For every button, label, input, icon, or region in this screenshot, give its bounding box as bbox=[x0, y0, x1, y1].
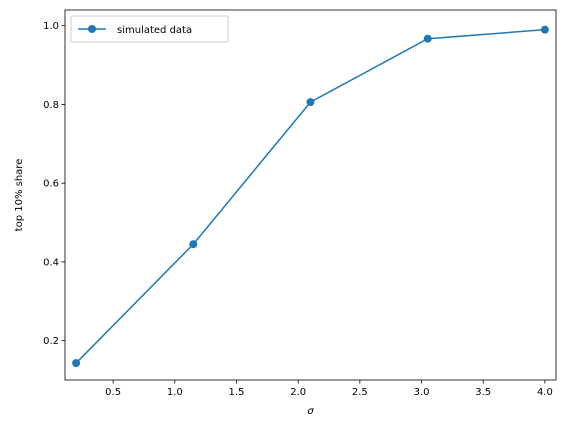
x-axis: 0.5 1.0 1.5 2.0 2.5 3.0 3.5 4.0 bbox=[105, 380, 553, 398]
data-point bbox=[423, 34, 432, 43]
y-tick-label: 0.6 bbox=[43, 179, 59, 190]
y-tick-label: 1.0 bbox=[43, 21, 59, 32]
x-axis-label: σ bbox=[307, 406, 314, 417]
x-tick-label: 3.0 bbox=[414, 387, 430, 398]
plot-content bbox=[72, 25, 549, 368]
y-axis: 0.2 0.4 0.6 0.8 1.0 bbox=[43, 21, 65, 347]
x-tick-label: 1.5 bbox=[229, 387, 245, 398]
y-tick-label: 0.4 bbox=[43, 257, 59, 268]
x-tick-label: 2.5 bbox=[352, 387, 368, 398]
legend-box bbox=[70, 15, 229, 43]
data-point bbox=[540, 25, 549, 34]
x-tick-label: 3.5 bbox=[475, 387, 491, 398]
x-tick-label: 1.0 bbox=[167, 387, 183, 398]
data-point bbox=[72, 359, 81, 368]
data-point bbox=[189, 240, 198, 249]
x-tick-label: 4.0 bbox=[537, 387, 553, 398]
y-tick-label: 0.8 bbox=[43, 100, 59, 111]
legend-label: simulated data bbox=[117, 25, 192, 36]
data-point bbox=[306, 98, 315, 107]
x-tick-label: 2.0 bbox=[290, 387, 306, 398]
series-line bbox=[75, 28, 545, 364]
y-tick-label: 0.2 bbox=[43, 336, 59, 347]
y-axis-label: top 10% share bbox=[14, 159, 25, 232]
plot-frame bbox=[64, 9, 557, 381]
x-tick-label: 0.5 bbox=[105, 387, 121, 398]
legend-marker bbox=[88, 25, 96, 33]
legend: simulated data bbox=[70, 15, 229, 43]
